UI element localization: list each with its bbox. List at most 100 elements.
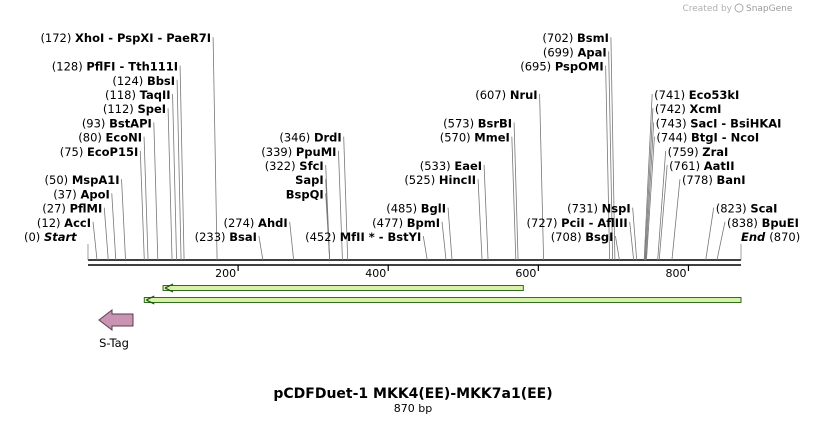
site-label-22[interactable]: (525) HincII: [404, 173, 476, 187]
site-connector-26: [539, 93, 544, 261]
site-label-11[interactable]: (172) XhoI - PspXI - PaeR7I: [40, 31, 211, 45]
site-connector-2: [111, 193, 117, 261]
site-name: BtgI - NcoI: [691, 131, 759, 145]
site-name: EcoNI: [106, 131, 142, 145]
site-connector-25: [513, 122, 519, 261]
site-name: SacI - BsiHKAI: [690, 116, 781, 130]
site-label-7[interactable]: (112) SpeI: [103, 102, 166, 116]
site-position: (118): [105, 88, 140, 102]
site-label-26[interactable]: (607) NruI: [475, 88, 537, 102]
site-position: (838): [727, 216, 762, 230]
start-label: (0) Start: [24, 230, 77, 244]
site-position: (533): [420, 159, 455, 173]
site-label-17[interactable]: (339) PpuMI: [261, 145, 336, 159]
site-position: (93): [82, 116, 109, 130]
site-name: XhoI - PspXI - PaeR7I: [75, 31, 211, 45]
site-name: ZraI: [702, 145, 728, 159]
site-name: AccI: [64, 216, 91, 230]
site-label-14[interactable]: (322) SfcI: [265, 159, 324, 173]
site-label-4[interactable]: (75) EcoP15I: [60, 145, 139, 159]
site-connector-24: [511, 136, 517, 261]
site-label-38[interactable]: (761) AatII: [669, 159, 734, 173]
stag-feature[interactable]: S-Tag: [98, 308, 134, 350]
site-connector-10: [179, 65, 185, 261]
site-connector-35: [645, 122, 655, 261]
site-position: (759): [668, 145, 703, 159]
site-name: SapI: [295, 173, 324, 187]
feature-arrowhead-icon-1: [146, 295, 155, 305]
site-label-18[interactable]: (346) DrdI: [279, 131, 341, 145]
site-label-41[interactable]: (838) BpuEI: [727, 216, 799, 230]
site-label-10[interactable]: (128) PflFI - Tth111I: [52, 60, 178, 74]
site-label-36[interactable]: (744) BtgI - NcoI: [656, 131, 759, 145]
tick-label-800: 800: [665, 267, 686, 280]
site-name: EaeI: [454, 159, 482, 173]
site-connector-16: [325, 193, 331, 261]
site-name: BsaI: [229, 230, 257, 244]
site-connector-27: [605, 65, 611, 261]
site-label-30[interactable]: (727) PciI - AflIII: [527, 216, 628, 230]
site-position: (50): [45, 173, 72, 187]
site-connector-30: [629, 221, 635, 261]
created-by-text: Created by: [682, 4, 732, 14]
site-label-32[interactable]: (731) NspI: [567, 202, 631, 216]
site-name: AatII: [704, 159, 735, 173]
feature-bar-1[interactable]: [143, 297, 742, 303]
site-label-23[interactable]: (533) EaeI: [420, 159, 482, 173]
site-label-8[interactable]: (118) TaqII: [105, 88, 171, 102]
site-label-9[interactable]: (124) BbsI: [112, 74, 175, 88]
site-label-13[interactable]: (274) AhdI: [223, 216, 287, 230]
feature-bar-0[interactable]: [162, 285, 524, 291]
site-position: (75): [60, 145, 87, 159]
site-name: SfcI: [299, 159, 323, 173]
site-label-5[interactable]: (80) EcoNI: [78, 131, 142, 145]
site-label-34[interactable]: (742) XcmI: [655, 102, 722, 116]
site-label-21[interactable]: (485) BglI: [386, 202, 446, 216]
site-label-33[interactable]: (741) Eco53kI: [654, 88, 739, 102]
end-name: End: [741, 230, 769, 244]
site-connector-4: [139, 150, 145, 261]
tick-label-200: 200: [215, 267, 236, 280]
site-connector-20: [441, 221, 447, 261]
site-position: (525): [404, 173, 439, 187]
site-label-37[interactable]: (759) ZraI: [668, 145, 729, 159]
site-name: Eco53kI: [689, 88, 740, 102]
site-label-6[interactable]: (93) BstAPI: [82, 116, 152, 130]
site-position: (233): [195, 230, 230, 244]
tick-label-600: 600: [515, 267, 536, 280]
stag-arrow-icon[interactable]: [98, 308, 134, 332]
site-label-31[interactable]: (708) BsgI: [551, 230, 614, 244]
site-label-2[interactable]: (37) ApoI: [53, 187, 110, 201]
site-connector-12: [258, 235, 264, 261]
site-label-39[interactable]: (778) BanI: [682, 173, 746, 187]
site-position: (485): [386, 202, 421, 216]
site-connector-6: [153, 122, 159, 261]
site-label-29[interactable]: (702) BsmI: [542, 31, 608, 45]
site-name: PpuMI: [296, 145, 337, 159]
site-label-15[interactable]: SapI: [295, 173, 324, 187]
site-connector-37: [657, 150, 667, 261]
site-label-27[interactable]: (695) PspOMI: [520, 60, 603, 74]
site-label-19[interactable]: (452) MfII * - BstYI: [305, 230, 421, 244]
site-label-28[interactable]: (699) ApaI: [543, 45, 607, 59]
tick-label-400: 400: [365, 267, 386, 280]
site-label-35[interactable]: (743) SacI - BsiHKAI: [656, 116, 782, 130]
site-position: (339): [261, 145, 296, 159]
site-label-24[interactable]: (570) MmeI: [440, 131, 510, 145]
site-label-16[interactable]: BspQI: [286, 187, 324, 201]
site-connector-40: [705, 207, 715, 261]
site-label-1[interactable]: (27) PflMI: [42, 202, 102, 216]
site-label-40[interactable]: (823) ScaI: [716, 202, 778, 216]
site-label-20[interactable]: (477) BpmI: [372, 216, 440, 230]
site-connector-22: [477, 179, 483, 261]
site-label-3[interactable]: (50) MspA1I: [45, 173, 120, 187]
site-position: (346): [279, 131, 314, 145]
site-label-25[interactable]: (573) BsrBI: [443, 116, 512, 130]
site-label-12[interactable]: (233) BsaI: [195, 230, 257, 244]
site-connector-8: [172, 93, 177, 261]
site-connector-18: [343, 136, 349, 261]
site-position: (607): [475, 88, 510, 102]
site-connector-0: [92, 221, 98, 261]
site-position: (742): [655, 102, 690, 116]
site-label-0[interactable]: (12) AccI: [37, 216, 91, 230]
